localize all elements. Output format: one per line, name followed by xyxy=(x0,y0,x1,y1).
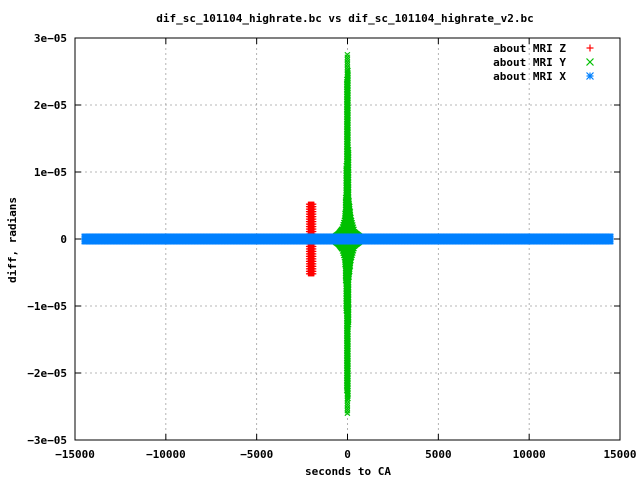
x-tick-label: 15000 xyxy=(603,448,636,461)
data-point-about-mri-x xyxy=(607,238,614,245)
x-tick-label: 5000 xyxy=(425,448,452,461)
y-axis-label: diff, radians xyxy=(6,197,19,283)
legend-marker xyxy=(586,58,594,66)
y-tick-label: −2e−05 xyxy=(27,367,67,380)
y-tick-label: −3e−05 xyxy=(27,434,67,447)
legend-item: about MRI Z xyxy=(493,42,594,55)
chart-title: dif_sc_101104_highrate.bc vs dif_sc_1011… xyxy=(156,12,534,25)
y-tick-label: 1e−05 xyxy=(34,166,67,179)
y-tick-label: −1e−05 xyxy=(27,300,67,313)
legend-marker xyxy=(586,44,594,52)
x-tick-label: −15000 xyxy=(55,448,95,461)
tick-labels: −15000 −10000 −5000 0 5000 10000 15000 −3e−05 −2… xyxy=(27,32,636,461)
legend-label: about MRI Y xyxy=(493,56,566,69)
legend-label: about MRI X xyxy=(493,70,566,83)
legend-label: about MRI Z xyxy=(493,42,566,55)
legend-marker xyxy=(586,72,594,80)
x-tick-label: −5000 xyxy=(240,448,273,461)
y-tick-label: 2e−05 xyxy=(34,99,67,112)
series-about-mri-x xyxy=(81,233,614,245)
x-tick-label: 10000 xyxy=(513,448,546,461)
x-axis-label: seconds to CA xyxy=(305,465,391,478)
x-tick-label: 0 xyxy=(344,448,351,461)
x-tick-label: −10000 xyxy=(146,448,186,461)
legend-item: about MRI Y xyxy=(493,56,594,69)
y-tick-label: 0 xyxy=(60,233,67,246)
y-tick-label: 3e−05 xyxy=(34,32,67,45)
legend-item: about MRI X xyxy=(493,70,594,83)
